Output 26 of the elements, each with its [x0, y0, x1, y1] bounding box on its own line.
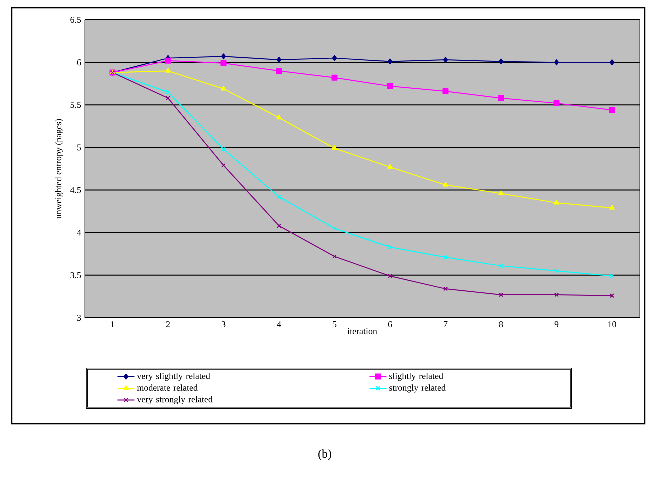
- y-axis-title: unweighted entropy (pages): [55, 119, 64, 219]
- y-tick-label: 4: [77, 230, 82, 236]
- y-tick-label: 4.5: [70, 187, 82, 194]
- y-tick-label: 6: [77, 60, 82, 66]
- y-tick-label: 3.5: [70, 272, 82, 278]
- y-tick-label: 6.5: [70, 16, 82, 24]
- x-tick-label: 6: [388, 322, 392, 328]
- x-tick-label: 4: [277, 322, 282, 328]
- x-tick-label: 2: [166, 322, 170, 328]
- y-tick-label: 5.5: [70, 102, 82, 108]
- legend-label: strongly related: [390, 384, 446, 393]
- legend-label: slightly related: [390, 372, 444, 382]
- x-axis-title: iteration: [348, 328, 378, 334]
- x-tick-label: 10: [608, 322, 616, 328]
- x-tick-label: 9: [554, 322, 559, 328]
- x-tick-label: 1: [111, 322, 114, 328]
- legend-label: very slightly related: [137, 372, 210, 382]
- text: (b): [318, 450, 332, 460]
- x-tick-label: 3: [222, 322, 226, 328]
- x-tick-label: 8: [499, 322, 504, 328]
- legend-label: moderate related: [137, 384, 198, 391]
- legend-label: very strongly related: [137, 396, 213, 405]
- x-tick-label: 5: [333, 322, 337, 328]
- y-tick-label: 5: [78, 144, 82, 151]
- x-tick-label: 7: [444, 322, 448, 328]
- y-tick-label: 3: [77, 314, 82, 322]
